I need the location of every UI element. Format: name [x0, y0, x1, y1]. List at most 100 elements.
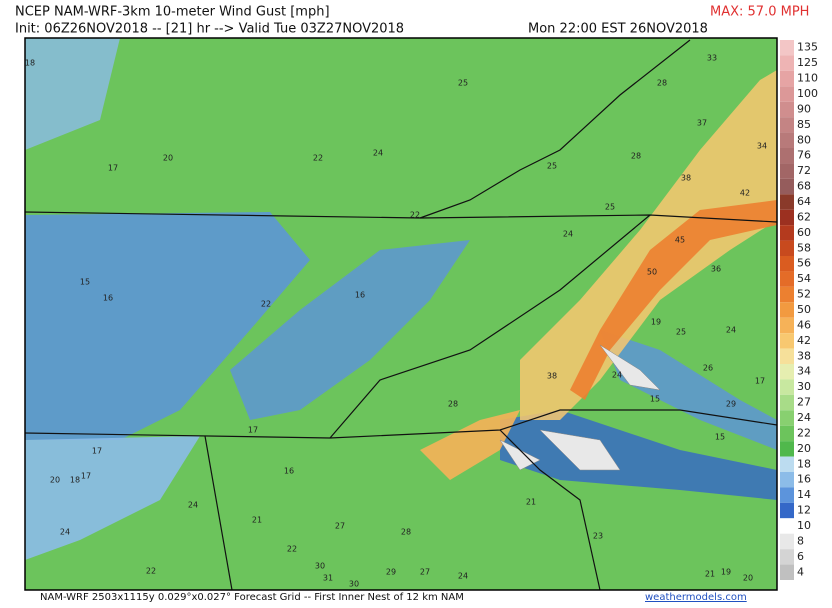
station-label: 37 — [697, 119, 707, 128]
station-label: 34 — [757, 142, 767, 151]
colorbar-label: 68 — [797, 180, 811, 193]
wind-area — [25, 212, 310, 440]
station-label: 45 — [675, 236, 685, 245]
colorbar-label: 135 — [797, 41, 818, 54]
colorbar-label: 4 — [797, 565, 804, 578]
colorbar-swatch — [780, 518, 794, 534]
colorbar-swatch — [780, 317, 794, 334]
station-label: 18 — [70, 476, 80, 485]
colorbar-swatch — [780, 564, 794, 580]
station-label: 17 — [108, 164, 118, 173]
station-label: 19 — [721, 568, 731, 577]
colorbar-label: 60 — [797, 226, 811, 239]
wind-area — [499, 344, 661, 471]
wind-area — [230, 240, 470, 420]
max-value: MAX: 57.0 MPH — [710, 5, 809, 20]
colorbar-swatch — [780, 487, 794, 503]
colorbar-swatch — [780, 101, 794, 118]
station-label: 33 — [707, 54, 717, 63]
station-label: 42 — [740, 189, 750, 198]
station-label: 21 — [705, 570, 715, 579]
colorbar-swatch — [780, 286, 794, 303]
colorbar-label: 50 — [797, 303, 811, 316]
station-label: 21 — [526, 498, 536, 507]
colorbar-swatch — [780, 425, 794, 442]
station-label: 20 — [743, 574, 753, 583]
station-label: 21 — [252, 516, 262, 525]
colorbar-swatch — [780, 256, 794, 272]
colorbar-label: 20 — [797, 442, 811, 455]
station-label: 24 — [458, 572, 468, 581]
colorbar-swatch — [780, 302, 794, 318]
colorbar-label: 42 — [797, 334, 811, 347]
wind-area — [25, 436, 200, 560]
station-label: 15 — [80, 278, 90, 287]
colorbar-swatch — [780, 148, 794, 164]
station-label: 24 — [60, 528, 70, 537]
valid-time: Mon 22:00 EST 26NOV2018 — [528, 22, 708, 37]
colorbar-swatch — [780, 441, 794, 457]
colorbar-swatch — [780, 55, 794, 71]
colorbar-swatch — [780, 549, 794, 565]
colorbar-swatch — [780, 456, 794, 472]
station-label: 24 — [188, 501, 198, 510]
colorbar-label: 12 — [797, 504, 811, 517]
colorbar-label: 27 — [797, 396, 811, 409]
colorbar-swatch — [780, 472, 794, 488]
station-label: 17 — [755, 377, 765, 386]
station-label: 38 — [547, 372, 557, 381]
colorbar-label: 8 — [797, 534, 804, 547]
station-label: 31 — [323, 574, 333, 583]
title: NCEP NAM-WRF-3km 10-meter Wind Gust [mph… — [15, 5, 330, 20]
station-label: 28 — [657, 79, 667, 88]
station-label: 18 — [25, 59, 35, 68]
colorbar-label: 56 — [797, 257, 811, 270]
colorbar-swatch — [780, 348, 794, 364]
colorbar-label: 14 — [797, 488, 811, 501]
colorbar-swatch — [780, 394, 794, 411]
station-label: 38 — [681, 174, 691, 183]
colorbar-label: 80 — [797, 133, 811, 146]
wind-area — [420, 410, 520, 480]
station-label: 17 — [248, 426, 258, 435]
station-label: 17 — [92, 447, 102, 456]
colorbar-swatch — [780, 271, 794, 287]
colorbar-swatch — [780, 40, 794, 56]
colorbar-label: 22 — [797, 426, 811, 439]
station-label: 22 — [261, 300, 271, 309]
colorbar-swatch — [780, 379, 794, 395]
wind-area — [570, 200, 777, 400]
colorbar-swatch — [780, 502, 794, 519]
colorbar-label: 30 — [797, 380, 811, 393]
colorbar-label: 76 — [797, 149, 811, 162]
colorbar-label: 72 — [797, 164, 811, 177]
station-label: 23 — [593, 532, 603, 541]
colorbar-label: 38 — [797, 349, 811, 362]
colorbar-label: 64 — [797, 195, 811, 208]
station-label: 28 — [448, 400, 458, 409]
colorbar-label: 90 — [797, 102, 811, 115]
colorbar-label: 6 — [797, 550, 804, 563]
station-label: 29 — [726, 400, 736, 409]
station-label: 15 — [650, 395, 660, 404]
colorbar-swatch — [780, 70, 794, 87]
station-label: 20 — [50, 476, 60, 485]
station-label: 24 — [726, 326, 736, 335]
colorbar-label: 34 — [797, 365, 811, 378]
colorbar-swatch — [780, 86, 794, 102]
station-label: 25 — [676, 328, 686, 337]
station-label: 24 — [563, 230, 573, 239]
station-label: 26 — [703, 364, 713, 373]
colorbar-label: 18 — [797, 457, 811, 470]
station-label: 15 — [715, 433, 725, 442]
station-label: 25 — [458, 79, 468, 88]
wind-area — [25, 38, 120, 150]
station-label: 22 — [410, 211, 420, 220]
colorbar-swatch — [780, 333, 794, 349]
colorbar-label: 85 — [797, 118, 811, 131]
station-label: 28 — [401, 528, 411, 537]
station-label: 24 — [612, 371, 622, 380]
station-label: 27 — [420, 568, 430, 577]
